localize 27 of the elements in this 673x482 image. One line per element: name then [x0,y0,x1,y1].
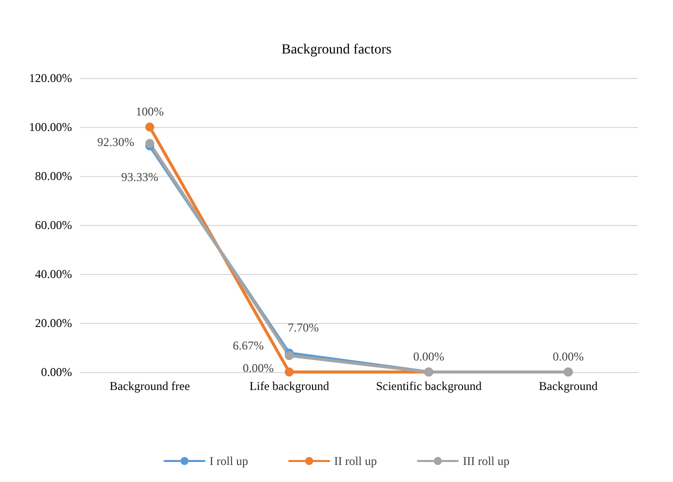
chart-title: Background factors [281,42,392,58]
point [145,122,154,132]
y-tick-label: 20.00% [35,316,72,330]
x-tick-label: Life background [249,379,330,393]
y-tick-label: 60.00% [35,218,72,232]
x-tick-label: Background [538,379,598,393]
point [284,368,294,376]
point [145,138,154,148]
data-label: 100% [136,104,164,118]
data-label: 0.00% [242,361,274,375]
legend-label: I roll up [210,454,248,468]
y-tick-label: 100.00% [29,120,72,134]
data-label: 0.00% [413,350,444,364]
data-label: 7.70% [288,320,319,335]
legend-label: II roll up [334,454,377,468]
data-label: 0.00% [552,350,584,364]
data-label: 92.30% [97,134,134,149]
legend-label: III roll up [462,454,510,468]
x-tick-label: Scientific background [376,379,482,393]
data-label: 93.33% [121,170,158,184]
y-tick-label: 0.00% [41,365,72,379]
y-tick-label: 80.00% [35,169,72,183]
data-label: 6.67% [232,338,264,353]
x-tick-label: Background free [110,379,190,393]
point [284,351,294,360]
y-tick-label: 40.00% [35,267,72,281]
y-tick-label: 120.00% [29,71,72,85]
